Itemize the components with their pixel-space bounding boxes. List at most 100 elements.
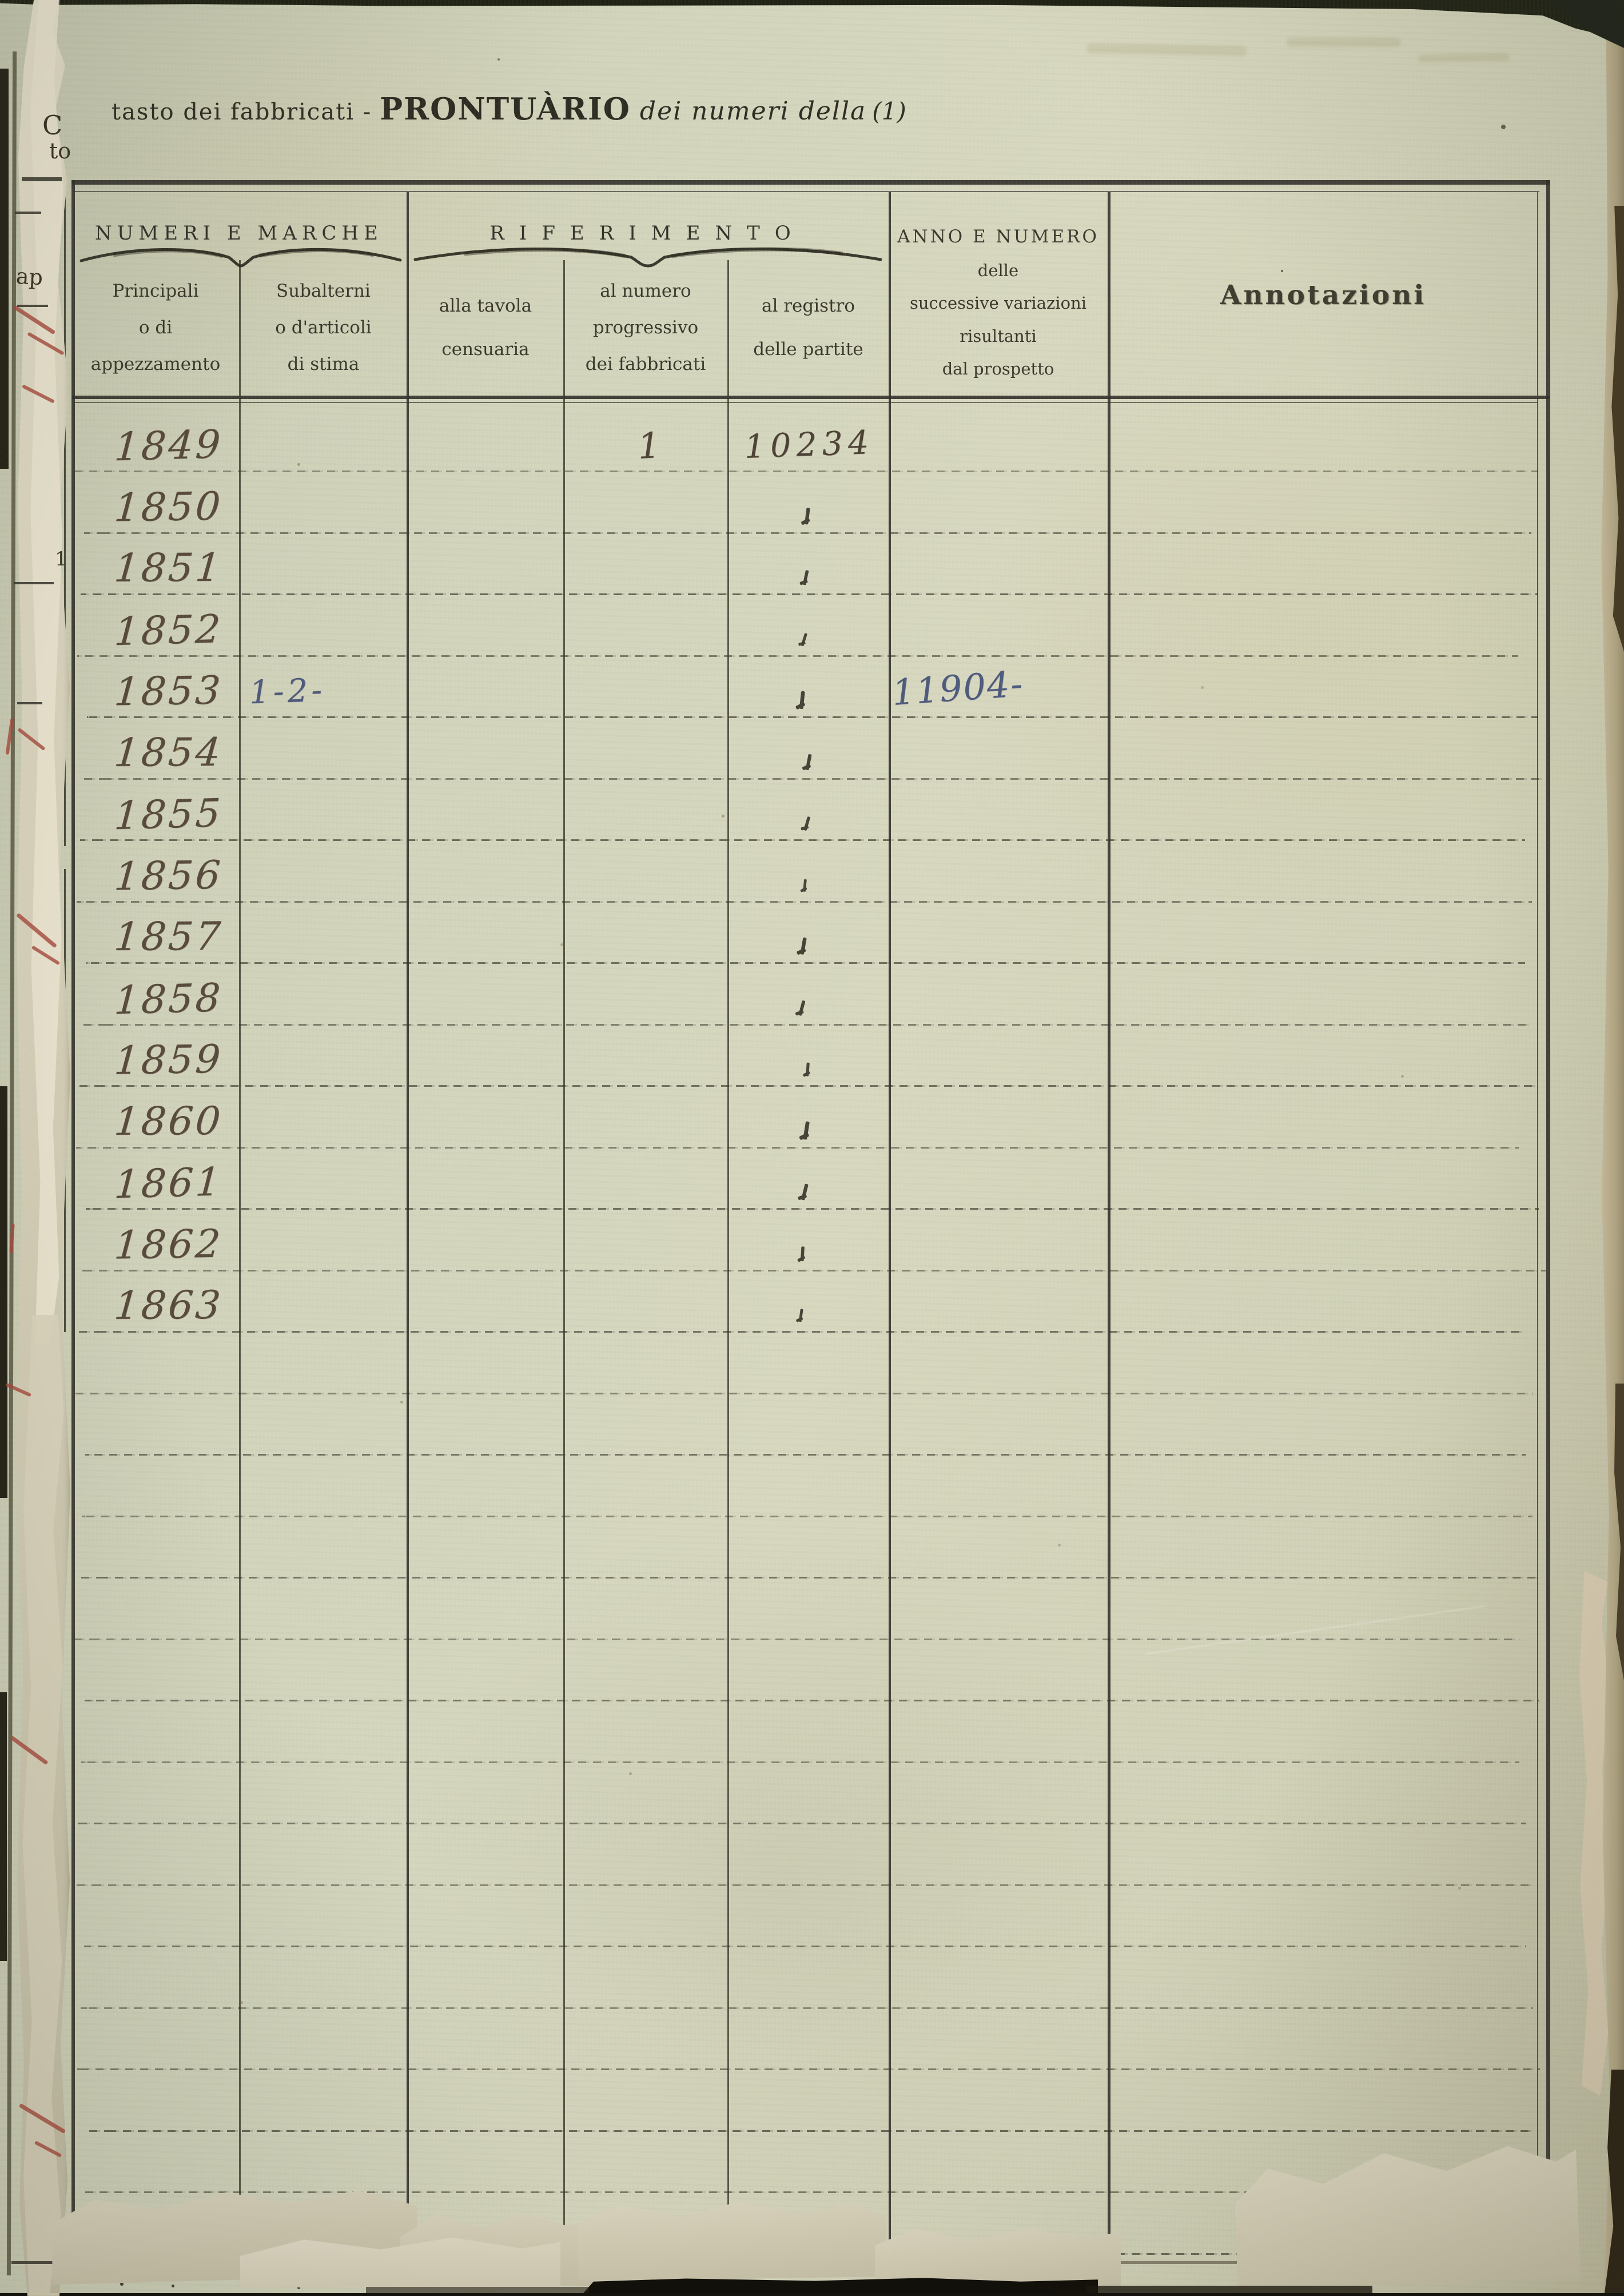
- row-rule: [86, 1208, 1539, 1210]
- ghost-ink-mark: [1287, 38, 1401, 47]
- row-rule: [76, 1147, 1519, 1149]
- row-rule: [78, 1823, 1526, 1824]
- binding-shadow: [0, 1086, 7, 1498]
- row-rule: [78, 1577, 1539, 1579]
- table-right-border: [1546, 180, 1550, 2233]
- binding-shadow: [0, 1692, 7, 1961]
- row-year: 1862: [113, 1220, 299, 1268]
- header-line: o d'articoli: [275, 309, 371, 346]
- row-year: 1849: [113, 420, 299, 471]
- row-rule: [81, 1761, 1519, 1763]
- row-year: 1850: [113, 483, 299, 531]
- table-left-border: [71, 180, 75, 2261]
- title-main: PRONTUÀRIO: [380, 91, 631, 127]
- title-suffix: dei numeri della: [640, 97, 866, 126]
- row-rule: [77, 2068, 1540, 2070]
- paper-speck: [560, 943, 563, 946]
- paper-speck: [297, 463, 300, 466]
- paper-speck: [240, 2001, 243, 2004]
- ditto-mark: [798, 1120, 813, 1146]
- column-header-tavola-censuaria: alla tavola censuaria: [409, 262, 562, 393]
- table-right-inner-line: [1537, 192, 1538, 2222]
- ditto-mark: [799, 878, 810, 897]
- torn-text-fragment: to: [49, 138, 71, 164]
- row-year: 1857: [113, 914, 299, 960]
- torn-text-fragment: 1: [55, 548, 67, 571]
- ditto-mark: [794, 999, 808, 1022]
- header-line: censuaria: [441, 328, 529, 371]
- header-line: appezzamento: [91, 346, 221, 382]
- row-rule: [79, 1331, 1526, 1333]
- underpage-rule-fragment: [22, 177, 62, 181]
- ditto-mark: [799, 569, 811, 591]
- row-year: 1858: [113, 974, 299, 1024]
- ditto-mark: [801, 1061, 814, 1082]
- paper-speck: [629, 1772, 632, 1775]
- paper-speck: [172, 2285, 174, 2287]
- row-year: 1852: [113, 605, 299, 655]
- row-year: 1859: [113, 1035, 299, 1083]
- column-header-numero-progressivo: al numero progressivo dei fabbricati: [566, 262, 726, 393]
- paper-speck: [1458, 1887, 1461, 1890]
- column-header-registro-partite: al registro delle partite: [730, 262, 887, 393]
- column-header-principali: Principali o di appezzamento: [73, 262, 238, 393]
- column-header-annotazioni: Annotazioni: [1109, 194, 1537, 396]
- row-year: 1863: [113, 1282, 299, 1329]
- paper-speck: [176, 747, 180, 751]
- row-year: 1861: [113, 1158, 299, 1208]
- column-header-anno-numero: ANNO E NUMERO delle successive variazion…: [890, 194, 1106, 396]
- paper-speck: [1201, 686, 1204, 689]
- binding-shadow: [0, 69, 9, 469]
- row-rule: [74, 471, 1538, 472]
- annotazioni-label: Annotazioni: [1220, 280, 1426, 311]
- row-rule: [82, 1516, 1533, 1517]
- page-title: tasto dei fabbricati - PRONTUÀRIO dei nume…: [112, 91, 906, 127]
- header-line: Principali: [113, 273, 199, 309]
- header-line: dal prospetto: [942, 359, 1054, 378]
- divider-anno-annotazioni: [1108, 192, 1110, 2239]
- underpage-rule-fragment: [17, 702, 42, 704]
- row-rule: [75, 1393, 1533, 1394]
- header-bottom-inner-line: [74, 402, 1538, 403]
- row-rule: [87, 2130, 1533, 2132]
- row-rule: [74, 1884, 1533, 1886]
- header-line: di stima: [288, 346, 360, 382]
- row-rule: [77, 901, 1532, 903]
- row-rule: [87, 716, 1538, 718]
- torn-paper-flap: [577, 2197, 887, 2281]
- paper-speck: [1501, 125, 1506, 129]
- divider-riferimento-anno: [889, 192, 891, 2245]
- header-line: ANNO E NUMERO: [897, 226, 1099, 247]
- row-rule: [80, 839, 1525, 841]
- row-year: 1855: [113, 789, 299, 839]
- title-prefix: tasto dei fabbricati -: [112, 99, 372, 125]
- row-rule: [82, 1270, 1546, 1271]
- paper-speck: [400, 1401, 403, 1404]
- ditto-mark: [797, 1182, 811, 1207]
- page-bottom-dark-gap: [366, 2287, 589, 2293]
- header-line: al numero: [600, 273, 691, 309]
- divider-marche-riferimento: [407, 192, 409, 2250]
- ditto-mark: [799, 507, 814, 531]
- header-line: al registro: [762, 284, 855, 328]
- row-rule: [75, 1639, 1519, 1640]
- ditto-mark: [795, 1308, 806, 1326]
- underpage-rule-fragment: [17, 305, 48, 307]
- underpage-rule-fragment: [15, 212, 41, 214]
- ditto-mark: [802, 753, 815, 776]
- torn-text-fragment: ap: [15, 264, 43, 290]
- table-top-inner-line: [73, 191, 1539, 192]
- header-line: dei fabbricati: [586, 346, 706, 382]
- header-line: delle: [978, 261, 1018, 280]
- group-header-riferimento: RIFERIMENTO: [407, 221, 889, 246]
- header-line: Subalterni: [276, 273, 371, 309]
- row-rule: [77, 655, 1518, 657]
- paper-speck: [1058, 1544, 1061, 1546]
- underpage-rule-fragment: [14, 582, 54, 584]
- torn-text-fragment: C: [42, 110, 62, 141]
- row-rule: [86, 962, 1525, 964]
- header-line: alla tavola: [439, 284, 532, 328]
- row-registro: 10234: [731, 423, 887, 466]
- group-header-label: RIFERIMENTO: [489, 222, 805, 245]
- paper-speck: [722, 815, 725, 818]
